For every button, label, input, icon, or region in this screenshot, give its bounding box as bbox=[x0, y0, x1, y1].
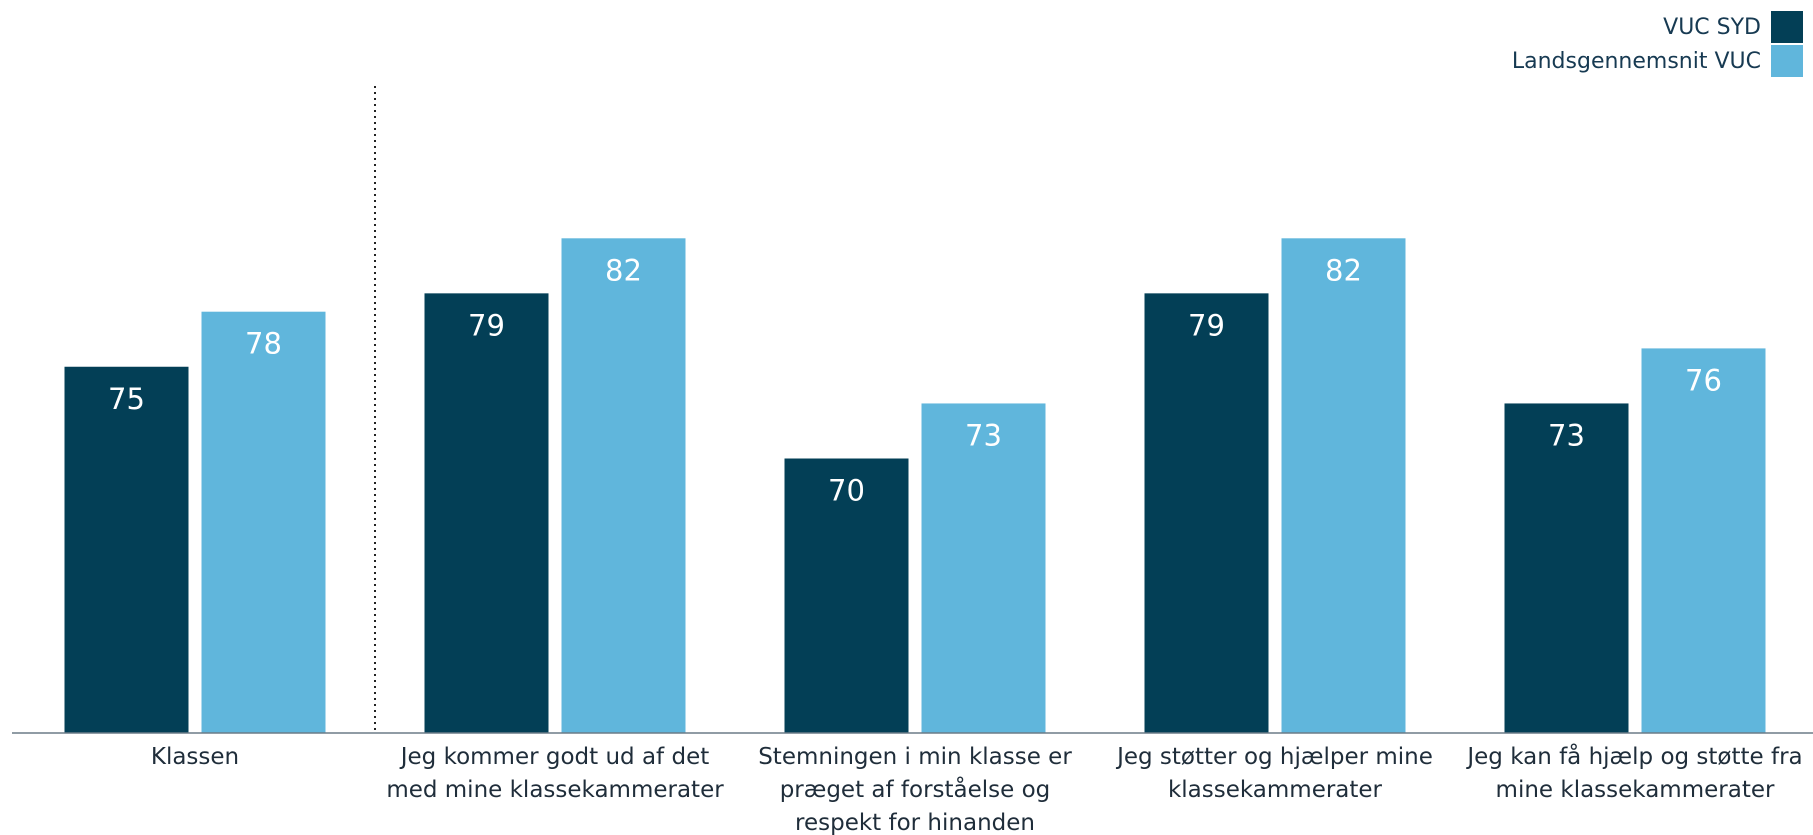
bar-value-label: 73 bbox=[1548, 418, 1585, 452]
category-label: Jeg kan få hjælp og støtte fra bbox=[1465, 742, 1802, 770]
bar-landsgennemsnit-4 bbox=[1641, 348, 1766, 733]
category-label: Stemningen i min klasse er bbox=[758, 744, 1072, 770]
bar-landsgennemsnit-1 bbox=[561, 238, 686, 734]
category-label: mine klassekammerater bbox=[1496, 777, 1775, 803]
bar-value-label: 73 bbox=[965, 418, 1002, 452]
legend: VUC SYD Landsgennemsnit VUC bbox=[1512, 10, 1803, 78]
bar-value-label: 75 bbox=[108, 382, 145, 416]
bar-value-label: 70 bbox=[828, 474, 865, 508]
bar-landsgennemsnit-0 bbox=[201, 311, 326, 733]
bar-value-label: 78 bbox=[245, 327, 282, 361]
category-label: respekt for hinanden bbox=[795, 810, 1035, 835]
legend-item-vuc-syd: VUC SYD bbox=[1512, 10, 1803, 44]
bar-value-label: 82 bbox=[1325, 253, 1362, 287]
bar-landsgennemsnit-3 bbox=[1281, 238, 1406, 734]
category-label: Klassen bbox=[151, 744, 239, 770]
bar-landsgennemsnit-2 bbox=[921, 403, 1046, 733]
legend-swatch-landsgennemsnit bbox=[1771, 45, 1803, 77]
bar-value-label: 79 bbox=[1188, 308, 1225, 342]
bar-value-label: 79 bbox=[468, 308, 505, 342]
legend-item-landsgennemsnit: Landsgennemsnit VUC bbox=[1512, 44, 1803, 78]
bar-vuc-syd-2 bbox=[784, 458, 909, 733]
legend-label-vuc-syd: VUC SYD bbox=[1663, 14, 1761, 40]
bar-vuc-syd-4 bbox=[1504, 403, 1629, 733]
legend-swatch-vuc-syd bbox=[1771, 11, 1803, 43]
bar-value-label: 82 bbox=[605, 253, 642, 287]
category-label: præget af forståelse og bbox=[780, 775, 1051, 803]
bar-value-label: 76 bbox=[1685, 363, 1722, 397]
bar-vuc-syd-3 bbox=[1144, 293, 1269, 733]
legend-label-landsgennemsnit: Landsgennemsnit VUC bbox=[1511, 48, 1761, 74]
category-label: med mine klassekammerater bbox=[386, 777, 724, 803]
category-label: Jeg kommer godt ud af det bbox=[399, 744, 710, 770]
bar-vuc-syd-1 bbox=[424, 293, 549, 733]
bar-vuc-syd-0 bbox=[64, 366, 189, 733]
category-label: Jeg støtter og hjælper mine bbox=[1115, 744, 1433, 770]
category-label: klassekammerater bbox=[1168, 777, 1383, 803]
